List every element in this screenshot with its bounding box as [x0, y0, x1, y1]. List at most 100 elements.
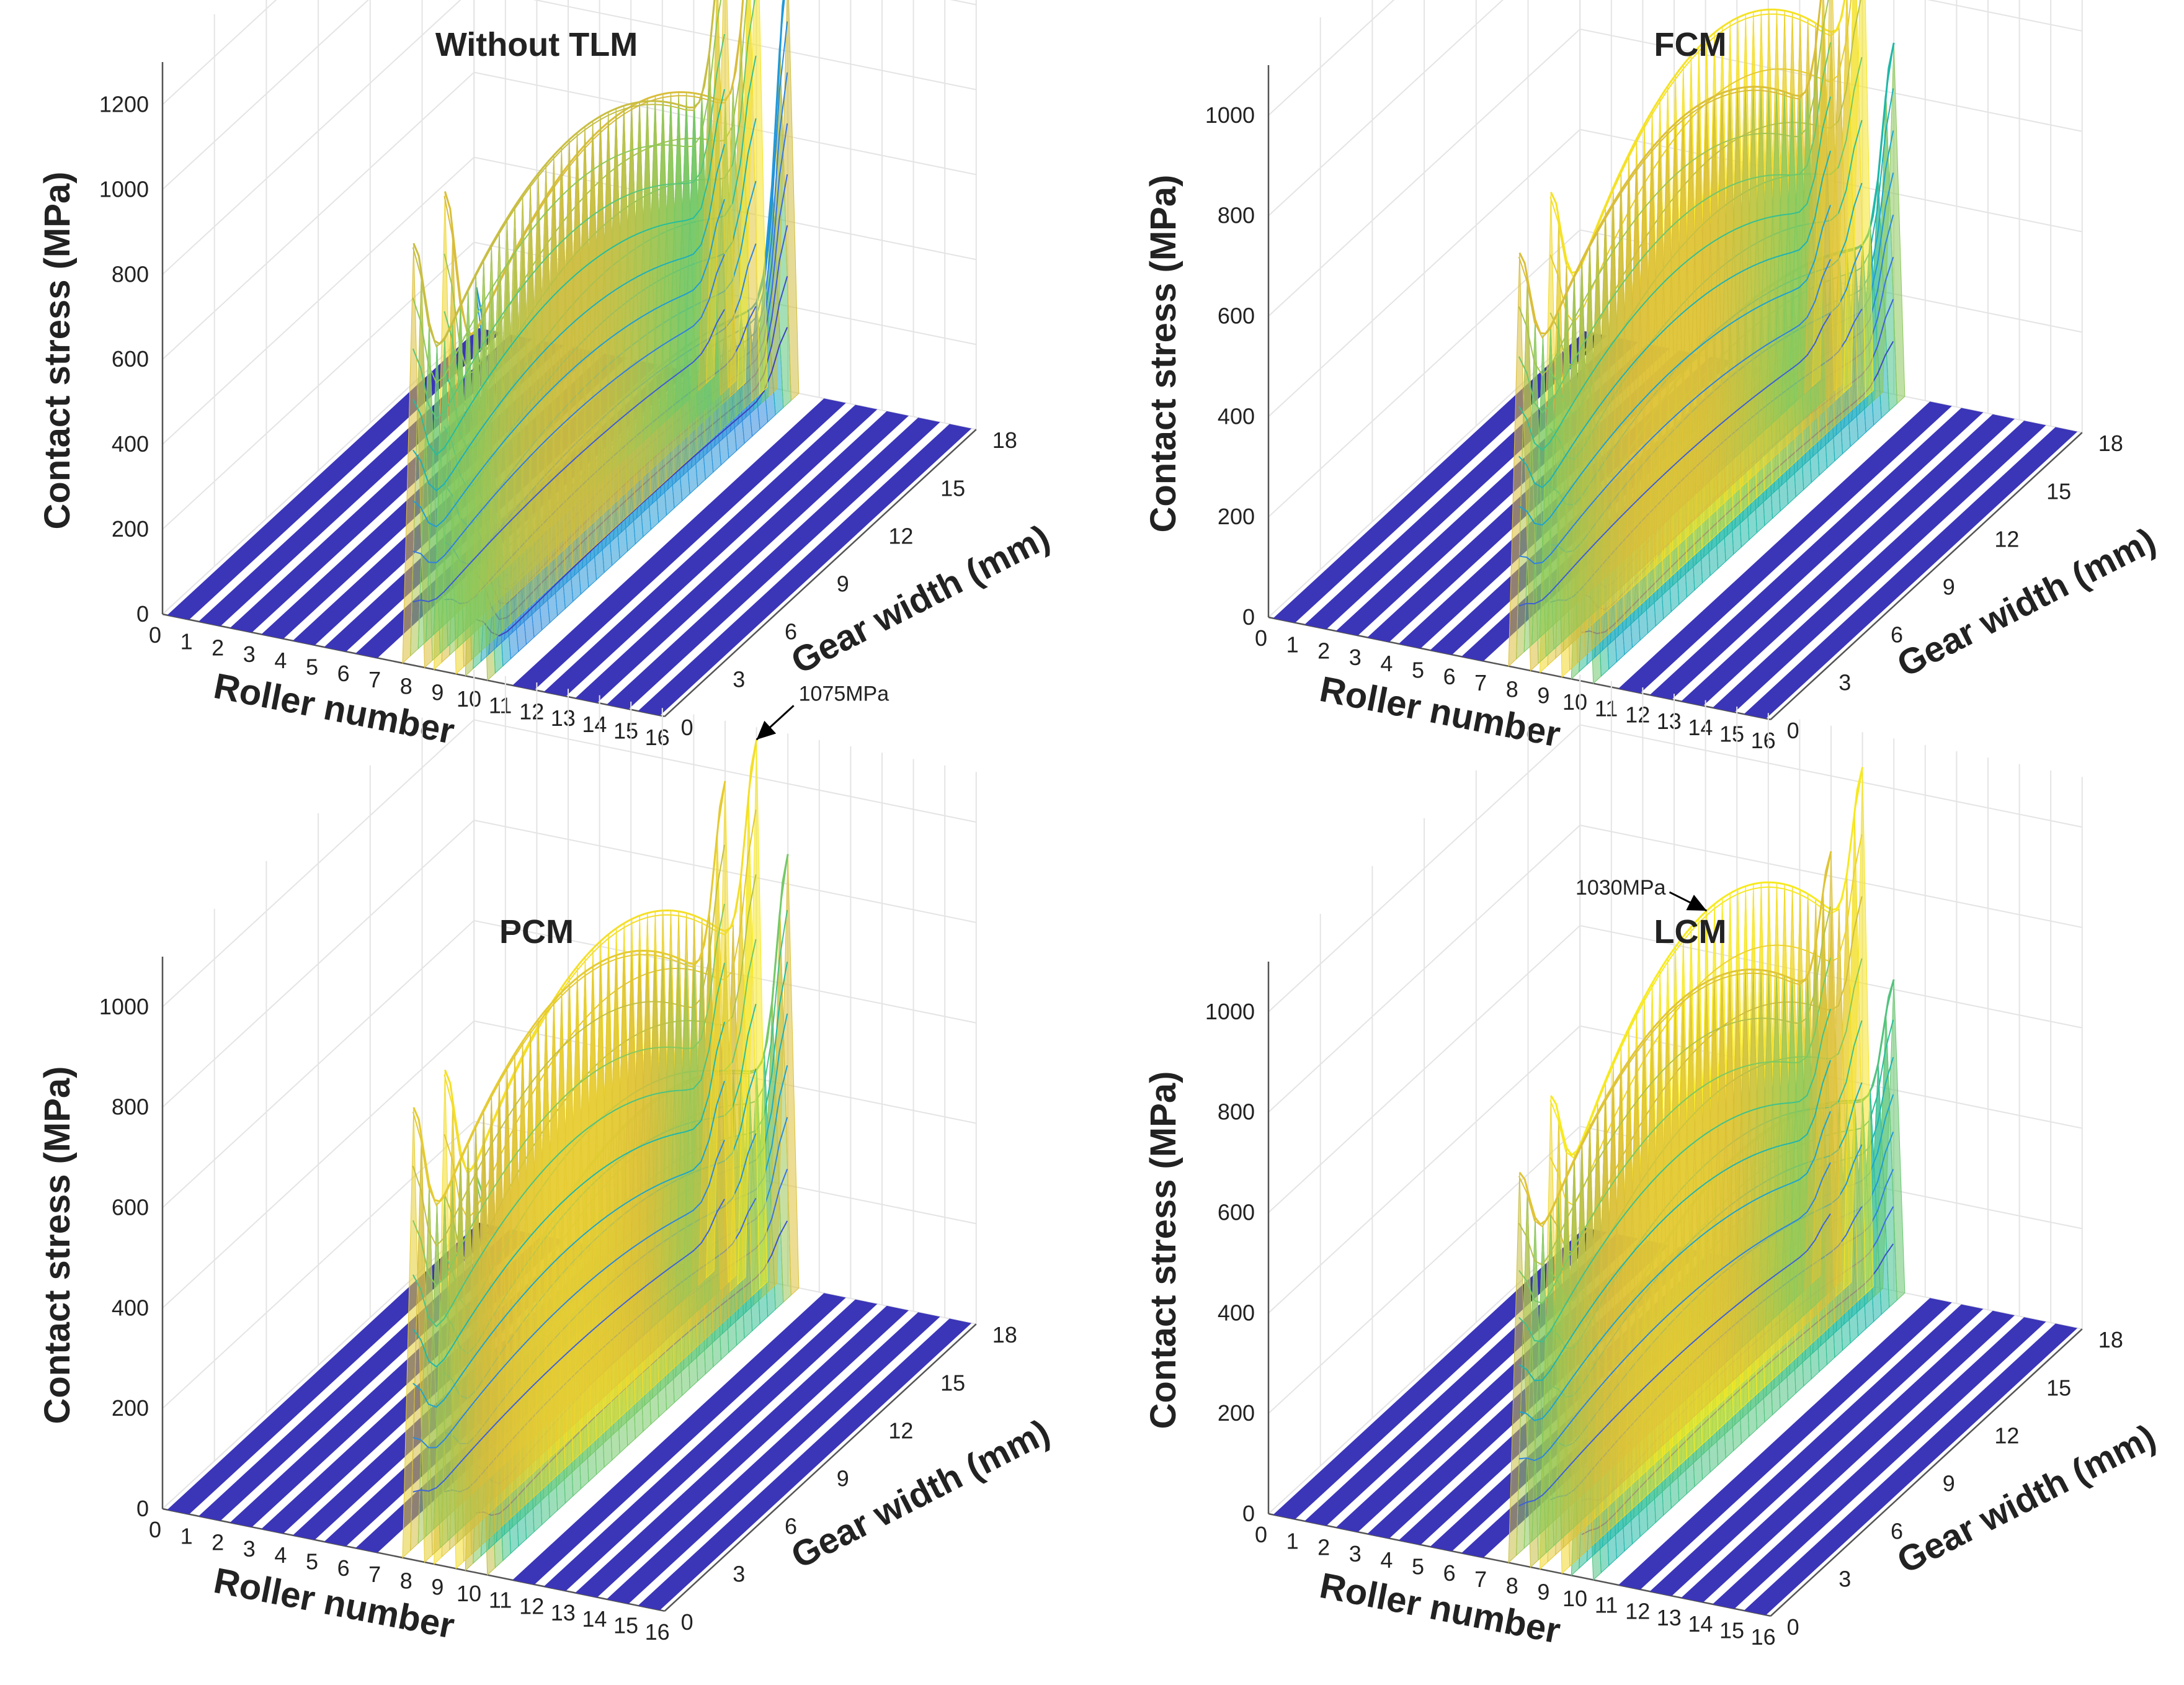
contour-line — [412, 0, 722, 384]
grid-line — [162, 820, 475, 1108]
x-tick-label: 10 — [1562, 689, 1587, 715]
x-tick-label: 7 — [368, 1562, 381, 1587]
y-tick-label: 6 — [1891, 1519, 1903, 1544]
floor-stripe — [1713, 1317, 2046, 1609]
y-tick-label: 6 — [785, 1514, 797, 1539]
z-tick-label: 400 — [1218, 403, 1255, 429]
x-tick-label: 15 — [1719, 722, 1744, 747]
x-tick-label: 14 — [1688, 715, 1713, 740]
y-tick-label: 18 — [992, 427, 1017, 453]
contour-line — [1518, 0, 1829, 377]
contour-line — [412, 785, 725, 1207]
grid-line — [474, 719, 976, 823]
surface-patch — [1843, 0, 1874, 398]
stress-surface-roller-8 — [1508, 0, 1843, 672]
x-tick-label: 2 — [212, 1530, 224, 1555]
x-tick-label: 16 — [645, 1619, 670, 1645]
contour-line — [1549, 772, 1863, 1159]
z-axis-label: Contact stress (MPa) — [37, 1066, 78, 1424]
contour-line — [412, 89, 725, 456]
x-tick-label: 9 — [1537, 1580, 1549, 1605]
contour-line — [1518, 906, 1831, 1266]
x-tick-label: 13 — [551, 1600, 576, 1625]
z-tick-label: 400 — [112, 431, 149, 457]
contour-line — [1518, 42, 1831, 414]
z-tick-label: 600 — [112, 1195, 149, 1220]
x-tick-label: 13 — [1657, 1605, 1682, 1630]
contour-line — [412, 1021, 725, 1368]
contour-line — [475, 327, 788, 637]
z-tick-label: 0 — [1242, 604, 1255, 630]
x-tick-label: 14 — [1688, 1611, 1713, 1637]
peak-annotation: 1075MPa — [799, 682, 889, 705]
x-tick-label: 9 — [431, 1575, 443, 1600]
x-tick-label: 12 — [1625, 1599, 1650, 1624]
floor-stripe — [575, 411, 909, 703]
contour-line — [1518, 957, 1831, 1304]
x-axis-label: Roller number — [211, 1560, 458, 1647]
z-tick-label: 0 — [1242, 1501, 1255, 1526]
contour-line — [412, 1140, 725, 1449]
y-axis-line — [664, 429, 977, 717]
x-tick-label: 1 — [1286, 632, 1299, 657]
x-tick-label: 8 — [400, 1568, 412, 1593]
x-tick-label: 6 — [1443, 1560, 1456, 1586]
grid-line — [1268, 0, 1395, 116]
y-axis-line — [1770, 432, 2083, 720]
x-axis-label: Roller number — [211, 666, 458, 752]
z-axis-label: Contact stress (MPa) — [1143, 175, 1183, 533]
z-axis-label: Contact stress (MPa) — [1143, 1071, 1183, 1429]
x-tick-label: 1 — [1286, 1528, 1299, 1553]
y-tick-label: 6 — [1891, 622, 1903, 648]
y-tick-label: 6 — [785, 619, 797, 645]
grid-line — [1268, 0, 1504, 217]
y-tick-label: 3 — [733, 1562, 745, 1587]
z-tick-label: 800 — [1218, 203, 1255, 228]
floor-stripe — [1681, 1310, 2015, 1602]
ridge-crest-line — [444, 740, 758, 1171]
floor-stripe — [638, 1318, 972, 1611]
x-tick-label: 2 — [1317, 638, 1330, 664]
contour-line — [412, 199, 725, 528]
x-tick-label: 11 — [489, 1587, 512, 1612]
x-tick-label: 5 — [306, 1549, 318, 1575]
contour-line — [412, 34, 725, 420]
floor-stripe — [1744, 427, 2078, 719]
grid-line — [162, 156, 475, 445]
ridge-crest-line — [1550, 0, 1846, 274]
contour-line — [1518, 96, 1831, 451]
grid-line — [162, 0, 370, 190]
contour-line — [443, 744, 757, 1176]
floor-stripe — [543, 1299, 878, 1591]
x-tick-label: 0 — [149, 622, 161, 648]
x-tick-label: 9 — [431, 680, 443, 705]
floor-stripe — [543, 404, 878, 697]
x-tick-label: 16 — [645, 725, 670, 750]
x-tick-label: 16 — [1751, 728, 1776, 753]
y-tick-label: 9 — [1943, 1471, 1955, 1496]
x-axis-label: Roller number — [1317, 1565, 1564, 1651]
x-tick-label: 8 — [1506, 676, 1518, 702]
y-tick-label: 0 — [1787, 1614, 1799, 1640]
z-tick-label: 1000 — [99, 176, 149, 202]
y-tick-label: 3 — [1839, 670, 1851, 695]
floor-stripe — [1713, 421, 2046, 712]
z-tick-label: 0 — [136, 601, 149, 627]
y-axis-line — [664, 1323, 977, 1612]
x-tick-label: 0 — [149, 1517, 161, 1542]
stress-surface-roller-8 — [1508, 851, 1843, 1568]
x-tick-label: 6 — [337, 1555, 350, 1581]
surface-patch — [706, 0, 737, 389]
contour-line — [412, 254, 725, 563]
contour-line — [1518, 1213, 1831, 1507]
contour-line — [1518, 1009, 1831, 1343]
contour-line — [412, 844, 725, 1247]
x-tick-label: 12 — [519, 699, 544, 725]
x-tick-label: 10 — [457, 1581, 481, 1606]
contour-line — [1518, 1111, 1831, 1421]
x-tick-label: 12 — [519, 1594, 544, 1619]
chart-title: FCM — [1654, 26, 1727, 63]
floor-stripe — [1681, 414, 2015, 706]
annotation-arrow-head — [1686, 895, 1707, 911]
